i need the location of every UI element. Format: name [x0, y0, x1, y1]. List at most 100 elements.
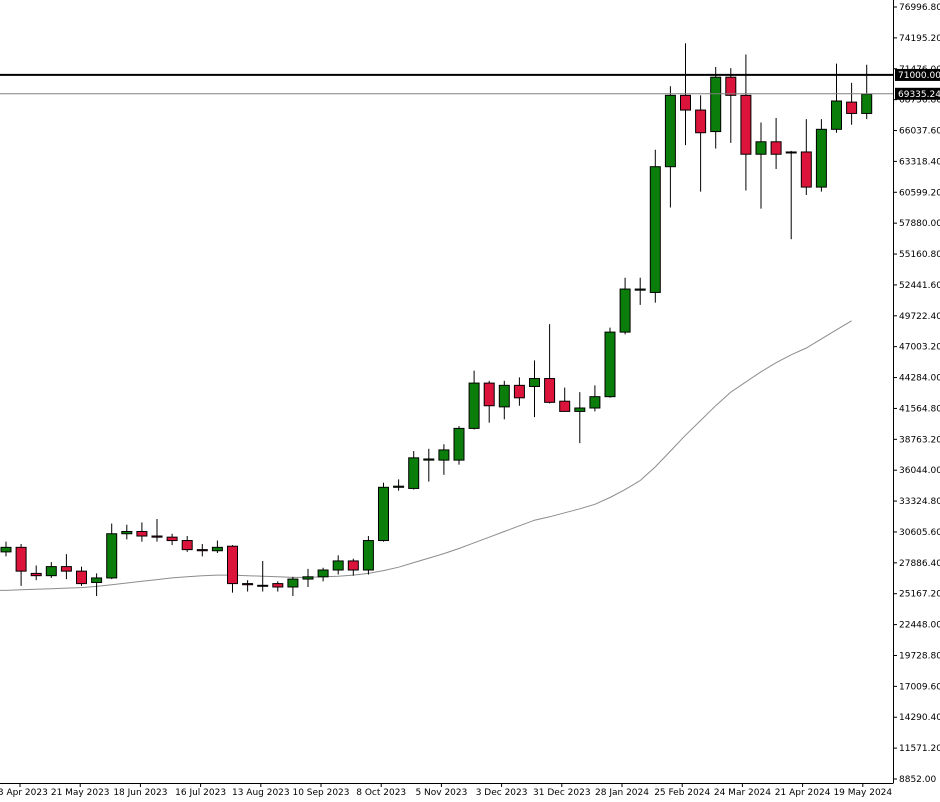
x-tick-label: 13 Aug 2023: [232, 788, 290, 798]
candle-body-bearish: [166, 536, 178, 542]
y-tick-label: 76996.80: [899, 3, 940, 13]
y-tick-label: 41564.80: [899, 404, 940, 414]
candle: [468, 370, 480, 430]
candle: [227, 545, 238, 593]
candle-body-bearish: [272, 583, 284, 588]
candle: [695, 95, 707, 192]
candle: [498, 380, 510, 420]
candle: [649, 149, 661, 303]
candle: [544, 324, 556, 404]
candle-body-bullish: [423, 458, 435, 461]
candle-body-bullish: [831, 100, 842, 130]
y-tick-label: 49722.40: [899, 312, 940, 322]
candle-body-bullish: [785, 151, 797, 154]
candle: [574, 392, 586, 444]
candle: [181, 536, 193, 552]
candle: [242, 580, 254, 592]
y-tick-label: 11571.20: [899, 744, 940, 754]
y-tick-label: 14290.40: [899, 713, 940, 723]
x-tick-label: 25 Feb 2024: [654, 788, 710, 798]
candle: [76, 566, 87, 586]
y-tick-label: 19728.80: [899, 651, 940, 661]
y-tick-label: 8852.00: [899, 775, 936, 785]
candle-body-bullish: [332, 560, 344, 571]
candle: [378, 482, 389, 542]
candle-body-bearish: [559, 400, 571, 412]
candle: [287, 576, 299, 597]
y-tick-label: 33324.80: [899, 497, 940, 507]
candle: [272, 581, 284, 592]
candle-body-bullish: [664, 94, 676, 168]
candle-body-bearish: [695, 109, 707, 134]
candle: [770, 117, 782, 169]
x-tick-label: 28 Jan 2024: [595, 788, 649, 798]
price-tag-label: 69335.24: [898, 90, 940, 100]
candle: [604, 327, 616, 398]
candle-body-bearish: [242, 583, 254, 586]
y-tick-label: 27886.40: [899, 559, 940, 569]
candle: [664, 86, 676, 208]
y-tick-label: 74195.20: [899, 34, 940, 44]
x-tick-label: 23 Apr 2023: [0, 788, 48, 798]
y-tick-label: 44284.00: [899, 374, 940, 384]
candle-body-bullish: [604, 331, 616, 398]
candle: [45, 562, 57, 578]
candle: [710, 67, 722, 149]
candle-body-bullish: [287, 578, 299, 588]
candle-body-bullish: [498, 384, 510, 408]
candle: [800, 119, 812, 196]
y-tick-label: 17009.60: [899, 682, 940, 692]
candle-body-bullish: [0, 546, 12, 553]
candle-body-bullish: [529, 378, 540, 387]
y-tick-label: 63318.40: [899, 157, 940, 167]
candle: [151, 519, 163, 542]
candle-body-bullish: [106, 533, 118, 579]
candle: [619, 277, 631, 335]
candle-body-bearish: [196, 549, 208, 552]
candle-body-bullish: [815, 128, 827, 188]
plot-area: [0, 43, 893, 597]
price-tag: [895, 87, 940, 100]
x-tick-label: 19 May 2024: [833, 788, 892, 798]
candle-body-bearish: [770, 141, 782, 155]
y-tick-label: 68756.80: [899, 96, 940, 106]
candle: [30, 565, 42, 581]
candle-body-bearish: [483, 382, 495, 407]
candle-body-bullish: [378, 486, 389, 542]
candle: [332, 555, 344, 575]
candle: [846, 82, 858, 125]
candle: [815, 119, 827, 192]
candle: [302, 568, 314, 587]
candle: [453, 426, 465, 465]
candle: [211, 540, 223, 554]
candle: [785, 150, 797, 240]
candle: [559, 387, 571, 412]
candle: [166, 533, 178, 546]
candle: [347, 558, 359, 576]
x-tick-label: 24 Mar 2024: [714, 788, 771, 798]
candle: [725, 68, 737, 143]
price-tag: [895, 68, 940, 81]
candle-body-bullish: [362, 540, 374, 571]
candle: [121, 524, 133, 540]
candle-body-bullish: [45, 566, 57, 577]
candle-body-bullish: [649, 166, 661, 293]
candle: [393, 479, 405, 491]
x-tick-label: 18 Jun 2023: [113, 788, 167, 798]
candle-body-bullish: [393, 485, 405, 488]
candle-body-bullish: [302, 576, 314, 580]
candle-body-bearish: [76, 570, 87, 585]
candle-body-bearish: [725, 76, 737, 96]
candle: [755, 122, 767, 209]
candle: [317, 567, 329, 582]
candle: [483, 380, 495, 423]
candle: [196, 543, 208, 557]
candle: [408, 451, 420, 490]
price-tag-label: 71000.00: [898, 71, 940, 81]
candle-body-bullish: [91, 577, 103, 583]
candle: [136, 522, 148, 542]
x-tick-label: 3 Dec 2023: [476, 788, 528, 798]
y-tick-label: 52441.60: [899, 281, 940, 291]
y-tick-label: 47003.20: [899, 343, 940, 353]
